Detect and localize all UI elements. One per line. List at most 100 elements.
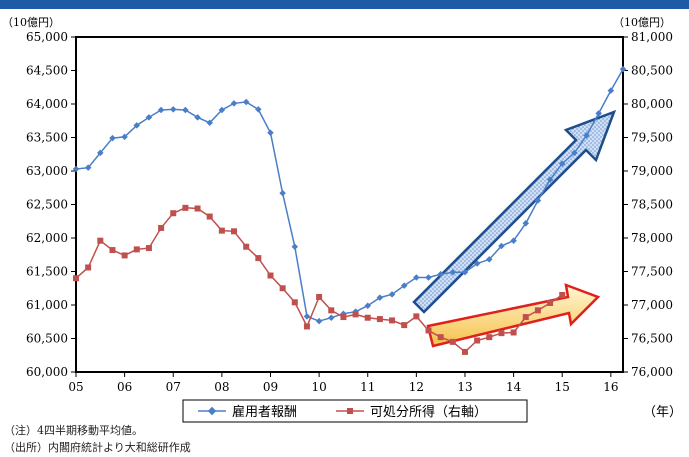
data-point-disposable-income [449,338,456,345]
data-point-disposable-income [206,213,213,220]
right-axis-unit-label: （10億円） [613,16,671,29]
data-point-disposable-income [425,327,432,334]
right-axis-tick-label: 80,000 [631,97,673,111]
data-point-employee-compensation [279,189,286,197]
right-axis-tick-label: 78,000 [631,231,673,245]
data-point-disposable-income [437,334,444,341]
data-point-employee-compensation [571,149,578,157]
data-point-disposable-income [486,334,493,341]
data-point-disposable-income [194,205,201,212]
data-point-disposable-income [474,337,481,344]
data-point-employee-compensation [109,134,116,142]
left-axis-tick-label: 63,500 [26,131,68,145]
data-point-employee-compensation [376,294,384,301]
x-axis-tick-label: 05 [68,380,83,394]
data-point-disposable-income [133,246,140,253]
data-point-disposable-income [364,314,371,321]
data-point-employee-compensation [413,274,420,281]
data-point-disposable-income [279,285,286,292]
footnote: （注）4四半期移動平均値。 [4,424,143,437]
x-axis-tick-label: 16 [603,380,618,394]
legend: 雇用者報酬 可処分所得（右軸） [182,399,528,423]
left-axis-tick-label: 64,500 [26,64,68,78]
x-axis-tick-label: 09 [263,380,278,394]
data-point-disposable-income [522,314,529,321]
data-point-disposable-income [303,323,310,330]
data-point-employee-compensation [583,132,590,139]
x-axis-tick-label: 14 [506,380,522,394]
data-point-employee-compensation [157,106,165,114]
legend-marker-disposable [347,408,353,414]
data-point-employee-compensation [486,256,493,263]
data-point-disposable-income [376,316,383,323]
left-axis-unit-label: （10億円） [2,16,60,29]
data-point-disposable-income [158,224,165,231]
x-axis-tick-label: 11 [360,380,375,394]
x-axis-tick-label: 10 [311,380,326,394]
data-point-disposable-income [510,329,517,336]
data-point-disposable-income [291,299,298,306]
data-point-disposable-income [316,293,323,300]
data-point-disposable-income [401,322,408,329]
x-axis-tick-label: 15 [555,380,570,394]
data-point-employee-compensation [218,106,226,114]
legend-marker-employee [207,406,217,416]
legend-label-employee: 雇用者報酬 [232,404,297,420]
data-point-employee-compensation [267,129,274,137]
left-axis-tick-label: 64,000 [26,97,68,111]
left-axis-tick-label: 62,500 [26,198,68,212]
left-axis-tick-label: 60,500 [26,332,68,346]
data-point-employee-compensation [473,260,481,267]
data-point-employee-compensation [400,282,408,289]
data-point-disposable-income [97,237,104,244]
data-point-disposable-income [267,272,274,279]
data-point-disposable-income [547,299,554,306]
data-point-employee-compensation [546,176,554,183]
data-point-employee-compensation [425,274,432,281]
right-axis-tick-label: 79,500 [631,131,673,145]
data-point-disposable-income [255,255,262,262]
x-axis-tick-label: 06 [117,380,132,394]
series-line-employee-compensation [75,68,624,322]
right-axis-tick-label: 76,000 [631,365,673,379]
data-point-employee-compensation [145,114,153,121]
data-point-employee-compensation [303,313,311,320]
data-point-disposable-income [109,247,116,254]
data-point-disposable-income [389,317,396,324]
right-axis-tick-label: 81,000 [631,30,673,44]
data-point-disposable-income [328,307,335,314]
left-axis-tick-label: 61,000 [26,298,68,312]
data-point-disposable-income [170,210,177,217]
left-axis-tick-label: 60,000 [26,365,68,379]
data-point-disposable-income [182,204,189,211]
data-point-employee-compensation [84,164,92,171]
data-point-disposable-income [218,227,225,234]
data-point-disposable-income [352,311,359,318]
data-point-disposable-income [559,291,566,298]
data-point-disposable-income [145,245,152,252]
right-axis-tick-label: 77,000 [631,298,673,312]
x-axis-tick-label: 08 [214,380,229,394]
source-note: （出所）内閣府統計より大和総研作成 [4,441,191,454]
x-axis-tick-label: 13 [457,380,472,394]
right-axis-tick-label: 77,500 [631,265,673,279]
data-point-employee-compensation [388,291,396,298]
x-axis-tick-label: 12 [409,380,424,394]
right-axis-tick-label: 78,500 [631,198,673,212]
left-axis-tick-label: 61,500 [26,265,68,279]
data-point-disposable-income [231,228,238,235]
data-point-disposable-income [85,264,92,271]
data-point-disposable-income [73,275,79,282]
data-point-employee-compensation [230,100,238,107]
data-point-employee-compensation [328,314,335,321]
right-axis-tick-label: 80,500 [631,64,673,78]
data-point-disposable-income [340,314,347,321]
data-point-employee-compensation [558,160,566,167]
data-point-disposable-income [243,243,250,250]
plot-area [75,36,624,373]
data-point-employee-compensation [437,270,444,278]
legend-label-disposable: 可処分所得（右軸） [370,404,487,420]
data-point-disposable-income [413,313,420,320]
data-point-disposable-income [534,307,541,314]
